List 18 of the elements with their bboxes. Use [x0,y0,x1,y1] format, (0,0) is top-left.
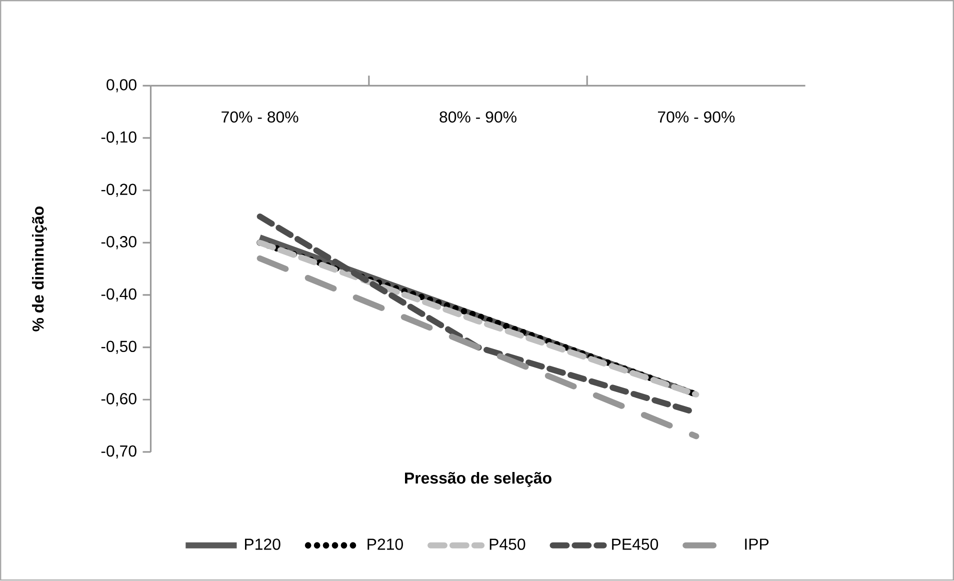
y-axis-title: % de diminuição [32,206,47,332]
x-tick-label: 80% - 90% [440,111,516,123]
legend-label: P450 [490,538,526,550]
x-tick-label: 70% - 80% [222,111,298,123]
y-tick-label: -0,30 [101,236,136,250]
y-tick-label: -0,20 [101,184,136,198]
legend-label: P210 [368,538,403,550]
legend-label: P120 [245,538,280,550]
legend-label: IPP [745,538,769,550]
y-tick-label: 0,00 [106,79,136,92]
y-tick-label: -0,10 [101,132,136,145]
legend-label: PE450 [612,538,658,550]
y-tick-label: -0,40 [101,288,136,302]
x-axis-title: Pressão de seleção [405,472,552,488]
x-tick-label: 70% - 90% [658,111,735,123]
y-tick-label: -0,70 [101,446,136,459]
y-tick-label: -0,60 [101,393,136,406]
y-tick-label: -0,50 [101,340,136,354]
